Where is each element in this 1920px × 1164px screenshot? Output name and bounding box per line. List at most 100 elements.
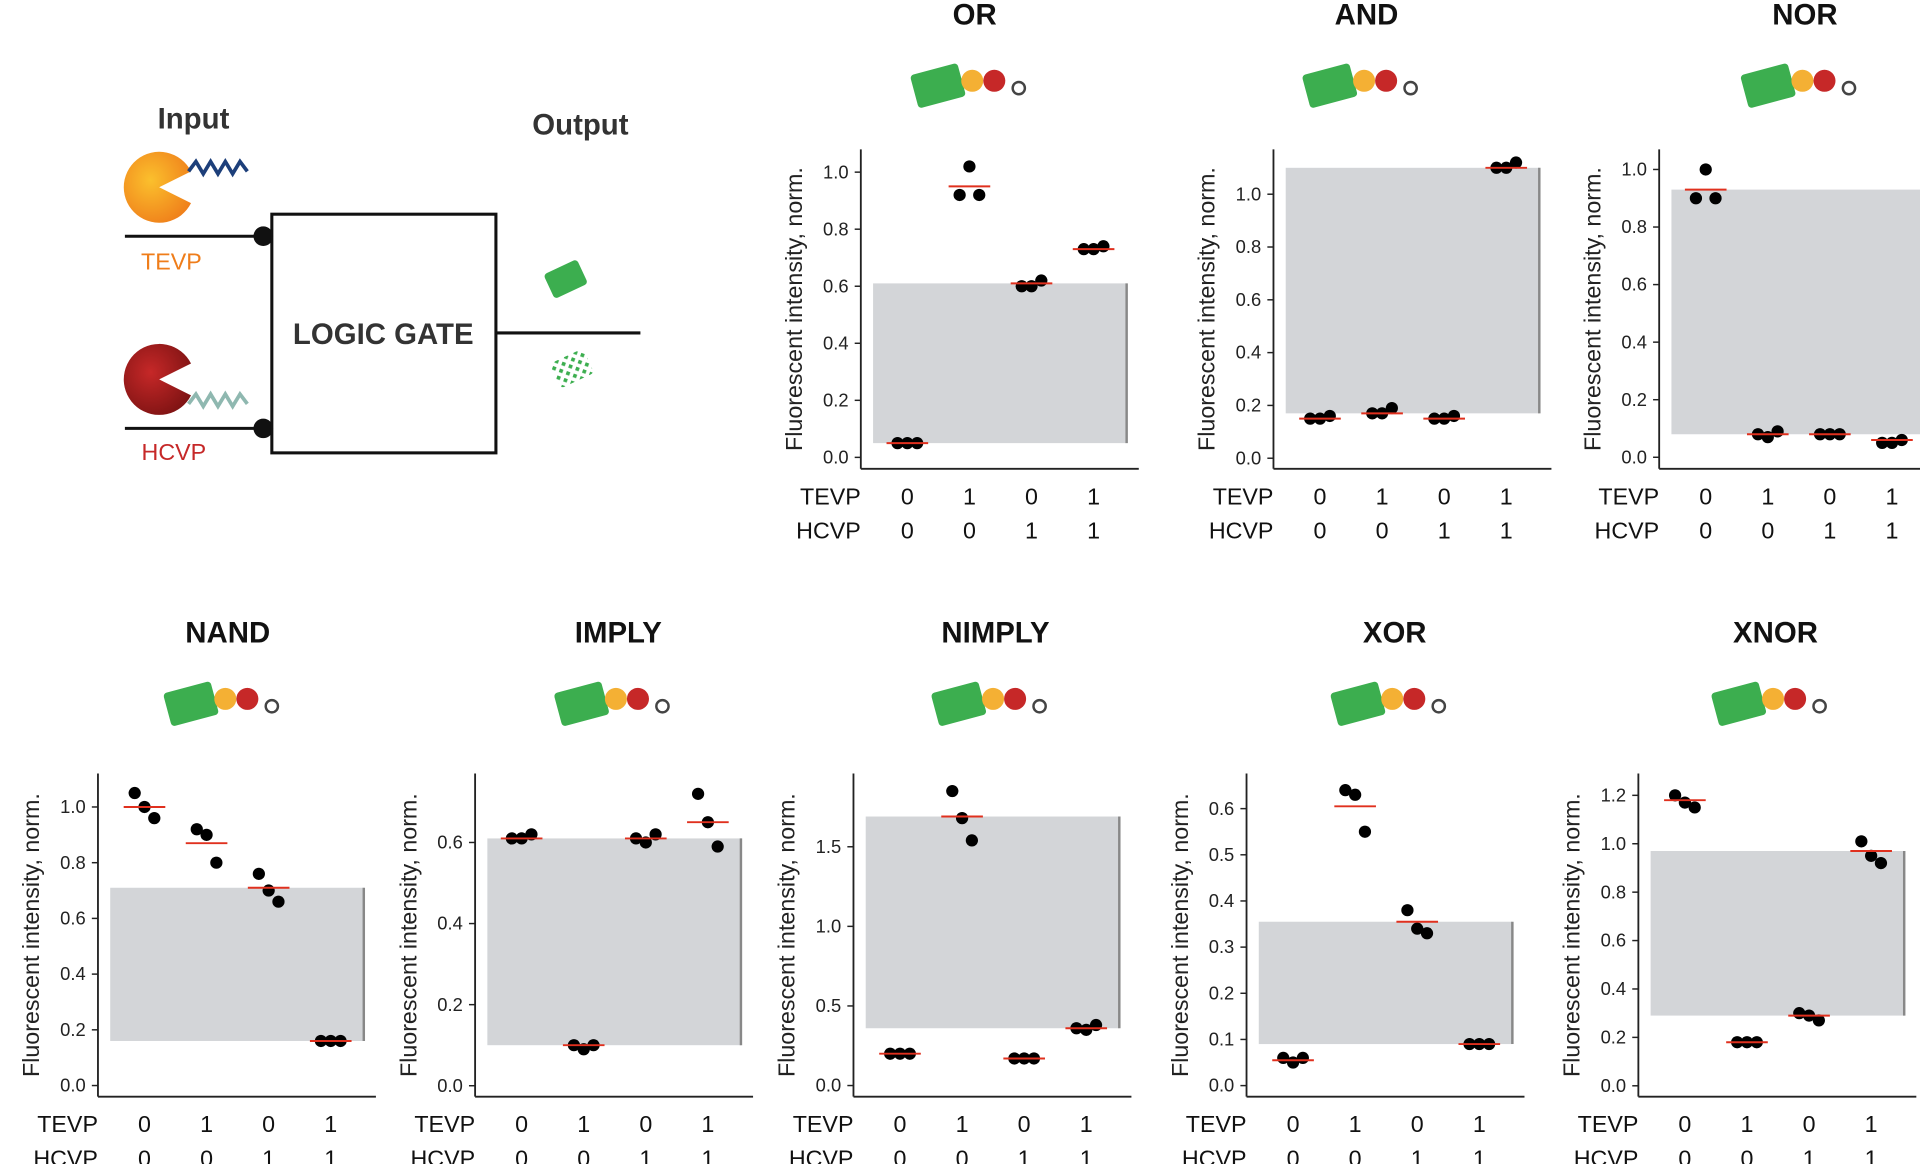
data-point bbox=[128, 786, 141, 800]
chart-title: NAND bbox=[185, 617, 270, 650]
row-label: TEVP bbox=[1213, 483, 1274, 509]
data-point bbox=[1874, 856, 1888, 870]
construct-site bbox=[961, 69, 984, 92]
input-state: 1 bbox=[262, 1145, 275, 1164]
y-tick-label: 0.6 bbox=[60, 908, 86, 929]
data-point bbox=[1401, 904, 1414, 917]
construct-site bbox=[1353, 69, 1376, 92]
row-label: TEVP bbox=[37, 1111, 98, 1137]
y-tick-label: 1.0 bbox=[1601, 833, 1627, 854]
y-tick-label: 1.0 bbox=[1621, 159, 1647, 180]
y-tick-label: 0.4 bbox=[437, 913, 463, 934]
input-state: 1 bbox=[1823, 518, 1836, 544]
output-off-icon bbox=[550, 349, 593, 388]
input-state: 0 bbox=[639, 1111, 652, 1137]
input-state: 0 bbox=[1018, 1111, 1031, 1137]
tevp-label: TEVP bbox=[141, 248, 202, 274]
data-point bbox=[1447, 409, 1461, 423]
y-tick-label: 1.0 bbox=[60, 796, 86, 817]
logic-gate-diagram: Input Output TEVP HCVP LOGIC GATE bbox=[123, 103, 641, 465]
row-label: HCVP bbox=[789, 1145, 854, 1164]
input-state: 0 bbox=[1376, 518, 1389, 544]
data-point bbox=[525, 828, 538, 841]
y-tick-label: 0.0 bbox=[1601, 1075, 1627, 1096]
construct-end bbox=[1841, 80, 1857, 96]
input-label: Input bbox=[158, 103, 230, 136]
y-tick-label: 0.4 bbox=[1236, 342, 1262, 363]
threshold-band bbox=[865, 816, 1120, 1029]
y-tick-label: 1.0 bbox=[823, 161, 849, 182]
data-point bbox=[252, 867, 265, 880]
input-state: 0 bbox=[1761, 518, 1774, 544]
input-state: 0 bbox=[515, 1145, 528, 1164]
construct-site bbox=[983, 69, 1006, 92]
input-state: 1 bbox=[1473, 1111, 1486, 1137]
construct-end bbox=[1812, 698, 1827, 714]
y-tick-label: 0.2 bbox=[60, 1019, 86, 1040]
input-state: 1 bbox=[1087, 518, 1100, 544]
input-state: 0 bbox=[901, 518, 914, 544]
input-state: 1 bbox=[1741, 1111, 1754, 1137]
input-state: 1 bbox=[1473, 1145, 1486, 1164]
data-point bbox=[262, 884, 275, 897]
construct-site bbox=[626, 687, 649, 710]
input-state: 0 bbox=[1699, 518, 1712, 544]
chart-title: NIMPLY bbox=[941, 617, 1050, 650]
data-point bbox=[639, 836, 652, 849]
y-tick-label: 0.0 bbox=[60, 1075, 86, 1096]
input-state: 1 bbox=[1500, 483, 1513, 509]
row-label: TEVP bbox=[800, 483, 861, 509]
construct-site bbox=[1762, 687, 1785, 710]
threshold-band bbox=[1258, 921, 1513, 1045]
y-tick-label: 0.8 bbox=[1236, 236, 1262, 257]
input-state: 0 bbox=[1314, 518, 1327, 544]
y-axis-label: Fluorescent intensity, norm. bbox=[1559, 793, 1585, 1077]
data-point bbox=[691, 787, 705, 800]
input-state: 1 bbox=[1080, 1145, 1093, 1164]
y-axis-label: Fluorescent intensity, norm. bbox=[1579, 167, 1605, 451]
data-point bbox=[1385, 401, 1398, 415]
construct-end bbox=[264, 698, 280, 714]
construct-site bbox=[982, 687, 1005, 710]
y-tick-label: 0.6 bbox=[437, 832, 463, 853]
chart-title: AND bbox=[1335, 0, 1399, 31]
input-state: 0 bbox=[1287, 1111, 1300, 1137]
chart-panel: XNOR 0.0 0.2 0.4 0.6 0.8 1.0 1.2 Fluorescent int… bbox=[1559, 617, 1917, 1164]
construct-site bbox=[1375, 69, 1398, 92]
input-state: 1 bbox=[1885, 518, 1898, 544]
input-state: 1 bbox=[1080, 1111, 1093, 1137]
input-state: 0 bbox=[1411, 1111, 1424, 1137]
data-point bbox=[1855, 835, 1868, 848]
y-tick-label: 0.6 bbox=[1601, 930, 1627, 951]
data-point bbox=[1323, 409, 1336, 423]
hcvp-label: HCVP bbox=[142, 439, 207, 465]
input-state: 1 bbox=[1865, 1145, 1878, 1164]
construct-body bbox=[163, 681, 219, 726]
y-tick-label: 0.6 bbox=[1209, 798, 1235, 819]
construct-body bbox=[931, 681, 987, 726]
y-tick-label: 0.6 bbox=[1621, 274, 1647, 295]
data-point bbox=[1358, 825, 1372, 838]
data-point bbox=[1812, 1014, 1825, 1027]
data-point bbox=[1089, 1018, 1103, 1032]
data-point bbox=[955, 812, 969, 825]
chart-title: NOR bbox=[1772, 0, 1837, 31]
hcvp-icon bbox=[123, 343, 192, 415]
input-state: 0 bbox=[1314, 483, 1327, 509]
input-state: 0 bbox=[1349, 1145, 1362, 1164]
input-state: 1 bbox=[639, 1145, 652, 1164]
data-point bbox=[190, 823, 203, 836]
data-point bbox=[1688, 801, 1701, 814]
input-state: 0 bbox=[894, 1111, 907, 1137]
construct-site bbox=[1784, 687, 1807, 710]
input-state: 0 bbox=[138, 1145, 151, 1164]
input-state: 1 bbox=[956, 1111, 969, 1137]
threshold-band bbox=[1285, 167, 1540, 414]
y-tick-label: 0.8 bbox=[60, 852, 86, 873]
y-tick-label: 0.0 bbox=[1621, 446, 1647, 467]
construct-site bbox=[1004, 687, 1027, 710]
input-state: 1 bbox=[1087, 483, 1100, 509]
y-axis-label: Fluorescent intensity, norm. bbox=[395, 793, 421, 1077]
data-point bbox=[649, 828, 662, 841]
